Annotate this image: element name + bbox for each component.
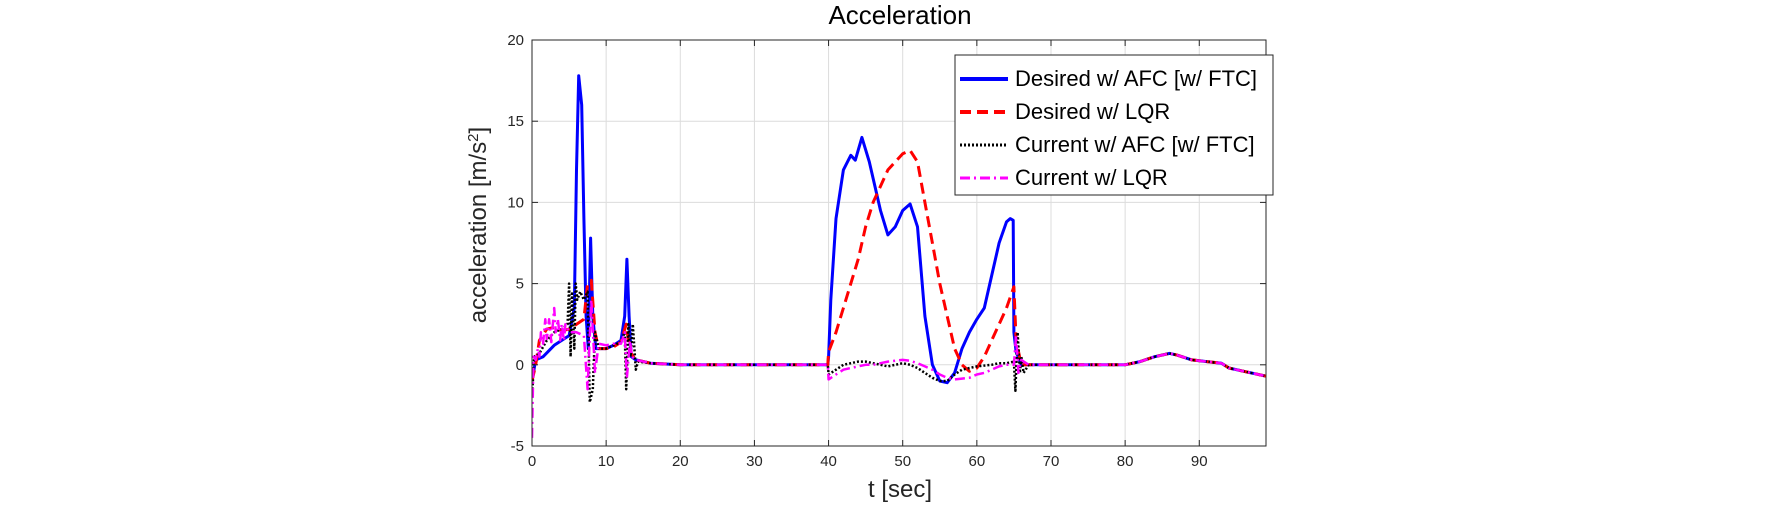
y-axis-label: acceleration [m/s2] (465, 127, 493, 323)
legend-label-current-afc: Current w/ AFC [w/ FTC] (1015, 132, 1255, 157)
y-tick-label: 0 (516, 357, 524, 374)
x-tick-label: 20 (672, 453, 689, 470)
legend-label-desired-afc: Desired w/ AFC [w/ FTC] (1015, 66, 1257, 91)
chart-title: Acceleration (828, 0, 971, 30)
x-tick-label: 80 (1117, 453, 1134, 470)
y-axis-label-end: ] (465, 127, 492, 134)
x-tick-label: 90 (1191, 453, 1208, 470)
y-tick-label: 15 (507, 113, 524, 130)
series-lines (532, 74, 1266, 438)
x-tick-label: 40 (820, 453, 837, 470)
x-tick-label: 70 (1043, 453, 1060, 470)
x-tick-label: 30 (746, 453, 763, 470)
legend-entry-desired-lqr: Desired w/ LQR (960, 99, 1170, 124)
y-axis-label-superscript: 2 (465, 133, 482, 141)
x-tick-label: 0 (528, 453, 536, 470)
y-tick-label: 5 (516, 276, 524, 293)
x-tick-label: 10 (598, 453, 615, 470)
y-tick-label: 10 (507, 194, 524, 211)
legend-label-desired-lqr: Desired w/ LQR (1015, 99, 1170, 124)
legend-entry-current-lqr: Current w/ LQR (960, 165, 1168, 190)
plot-frame (531, 39, 1267, 447)
y-tick-label: 20 (507, 32, 524, 49)
series-current-lqr-line (532, 298, 1266, 438)
y-axis-label-main: acceleration [m/s (465, 142, 492, 323)
legend-label-current-lqr: Current w/ LQR (1015, 165, 1168, 190)
legend: Desired w/ AFC [w/ FTC] Desired w/ LQR C… (954, 54, 1274, 196)
y-tick-label: -5 (511, 438, 524, 455)
x-tick-label: 50 (894, 453, 911, 470)
x-axis-label: t [sec] (868, 476, 932, 503)
legend-entry-current-afc: Current w/ AFC [w/ FTC] (960, 132, 1255, 157)
legend-entry-desired-afc: Desired w/ AFC [w/ FTC] (960, 66, 1257, 91)
x-tick-label: 60 (969, 453, 986, 470)
series-current-afc-ftc-line (532, 282, 1266, 404)
